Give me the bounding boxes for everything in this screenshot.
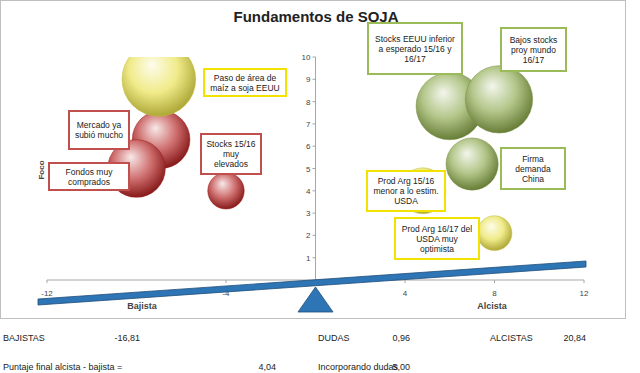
- summary-label: Puntaje final alcista - bajista =: [3, 362, 122, 372]
- summary-value: 0,96: [392, 333, 410, 343]
- bubble: [122, 57, 196, 116]
- bubble: [477, 216, 512, 251]
- y-tick: [313, 79, 316, 80]
- x-tick: [494, 280, 495, 283]
- x-label-right: Alcista: [477, 301, 508, 311]
- bubble: [446, 138, 498, 190]
- annotation-box: Stocks EEUU inferior a esperado 15/16 y …: [367, 22, 463, 75]
- y-tick: [313, 168, 316, 169]
- y-tick: [313, 235, 316, 236]
- y-tick-label: 5: [306, 165, 311, 174]
- x-tick: [226, 280, 227, 283]
- y-tick: [313, 146, 316, 147]
- y-tick: [313, 123, 316, 124]
- summary-value: 5,00: [392, 362, 410, 372]
- y-tick: [313, 213, 316, 214]
- y-tick-label: 4: [306, 187, 311, 196]
- y-tick: [313, 190, 316, 191]
- y-tick-label: 2: [306, 231, 311, 240]
- x-tick-label: 8: [492, 289, 497, 298]
- summary-value: 20,84: [563, 333, 586, 343]
- summary-label: ALCISTAS: [490, 333, 533, 343]
- bubble: [208, 173, 244, 209]
- x-tick: [584, 280, 585, 283]
- annotation-box: Stocks 15/16 muy elevados: [200, 133, 262, 175]
- summary-value: 4,04: [258, 362, 276, 372]
- x-tick-label: -12: [41, 289, 53, 298]
- annotation-box: Fondos muy comprados: [48, 162, 130, 191]
- x-tick-label: 4: [403, 289, 408, 298]
- x-tick: [405, 280, 406, 283]
- annotation-box: Paso de área de maíz a soja EEUU: [203, 68, 287, 97]
- y-tick-label: 3: [306, 209, 311, 218]
- annotation-box: Bajos stocks proy mundo 16/17: [500, 27, 567, 72]
- x-label-left: Bajista: [127, 301, 158, 311]
- bubble: [465, 66, 532, 133]
- summary-value: -16,81: [114, 333, 140, 343]
- y-tick-label: 6: [306, 142, 311, 151]
- y-axis-label: Foco: [37, 160, 46, 179]
- y-tick: [313, 101, 316, 102]
- x-tick: [47, 280, 48, 283]
- y-tick-label: 10: [302, 53, 311, 62]
- summary-label: DUDAS: [318, 333, 350, 343]
- y-tick-label: 8: [306, 98, 311, 107]
- seesaw-fulcrum: [298, 287, 333, 312]
- summary-label: BAJISTAS: [3, 333, 45, 343]
- y-tick: [313, 257, 316, 258]
- y-tick: [313, 57, 316, 58]
- annotation-box: Prod Arg 15/16 menor a lo estim. USDA: [366, 170, 446, 212]
- y-tick-label: 9: [306, 75, 311, 84]
- annotation-box: Mercado ya subió mucho: [68, 110, 130, 150]
- summary-label: Incorporando dudas: [318, 362, 398, 372]
- chart-frame: [1, 1, 626, 319]
- y-tick-label: 1: [306, 254, 311, 263]
- annotation-box: Prod Arg 16/17 del USDA muy optimista: [394, 217, 480, 260]
- x-tick-label: 12: [580, 289, 589, 298]
- chart-root: Fundamentos de SOJA12345678910-12-44812F…: [0, 0, 640, 373]
- annotation-box: Firma demanda China: [500, 147, 566, 190]
- y-tick-label: 7: [306, 120, 311, 129]
